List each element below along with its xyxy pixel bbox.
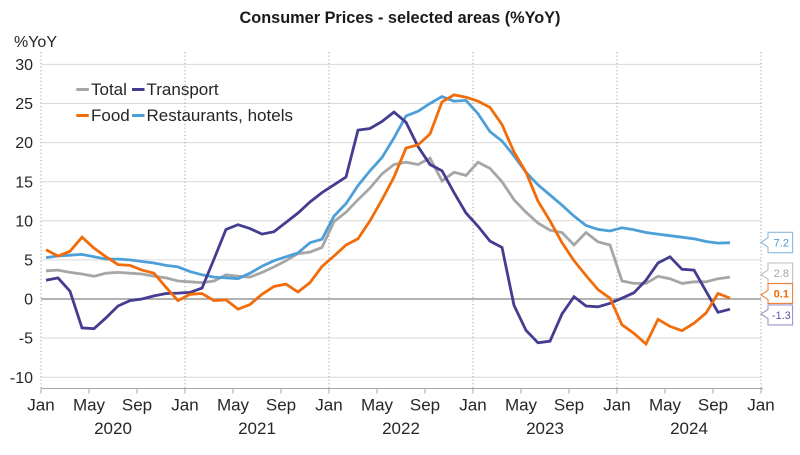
svg-text:2023: 2023 bbox=[526, 419, 564, 438]
svg-text:Jan: Jan bbox=[603, 396, 630, 415]
svg-text:2022: 2022 bbox=[382, 419, 420, 438]
svg-text:May: May bbox=[361, 396, 394, 415]
svg-text:0.1: 0.1 bbox=[774, 289, 789, 301]
svg-text:-1.3: -1.3 bbox=[772, 310, 791, 322]
svg-text:Restaurants, hotels: Restaurants, hotels bbox=[147, 106, 293, 125]
svg-text:0: 0 bbox=[24, 292, 33, 309]
svg-text:Total: Total bbox=[91, 80, 127, 99]
svg-text:Sep: Sep bbox=[554, 396, 584, 415]
svg-text:Jan: Jan bbox=[315, 396, 342, 415]
svg-text:Jan: Jan bbox=[27, 396, 54, 415]
svg-text:-10: -10 bbox=[10, 370, 33, 387]
svg-text:%YoY: %YoY bbox=[14, 34, 57, 51]
svg-text:2021: 2021 bbox=[238, 419, 276, 438]
svg-text:2.8: 2.8 bbox=[774, 268, 789, 280]
svg-text:Jan: Jan bbox=[747, 396, 774, 415]
svg-text:Jan: Jan bbox=[459, 396, 486, 415]
svg-text:Sep: Sep bbox=[122, 396, 152, 415]
svg-text:Jan: Jan bbox=[171, 396, 198, 415]
svg-text:Sep: Sep bbox=[410, 396, 440, 415]
svg-text:20: 20 bbox=[15, 135, 33, 152]
svg-text:5: 5 bbox=[24, 253, 33, 270]
svg-text:Consumer Prices - selected are: Consumer Prices - selected areas (%YoY) bbox=[240, 9, 561, 27]
svg-text:May: May bbox=[217, 396, 250, 415]
svg-text:-5: -5 bbox=[19, 331, 33, 348]
svg-text:15: 15 bbox=[15, 174, 33, 191]
svg-text:Sep: Sep bbox=[698, 396, 728, 415]
svg-text:2024: 2024 bbox=[670, 419, 708, 438]
svg-text:May: May bbox=[505, 396, 538, 415]
svg-text:7.2: 7.2 bbox=[774, 238, 789, 250]
svg-text:30: 30 bbox=[15, 57, 33, 74]
svg-text:2020: 2020 bbox=[94, 419, 132, 438]
svg-text:May: May bbox=[73, 396, 106, 415]
svg-text:25: 25 bbox=[15, 96, 33, 113]
svg-text:May: May bbox=[649, 396, 682, 415]
svg-text:10: 10 bbox=[15, 213, 33, 230]
svg-text:Sep: Sep bbox=[266, 396, 296, 415]
svg-text:Food: Food bbox=[91, 106, 130, 125]
svg-text:Transport: Transport bbox=[147, 80, 219, 99]
